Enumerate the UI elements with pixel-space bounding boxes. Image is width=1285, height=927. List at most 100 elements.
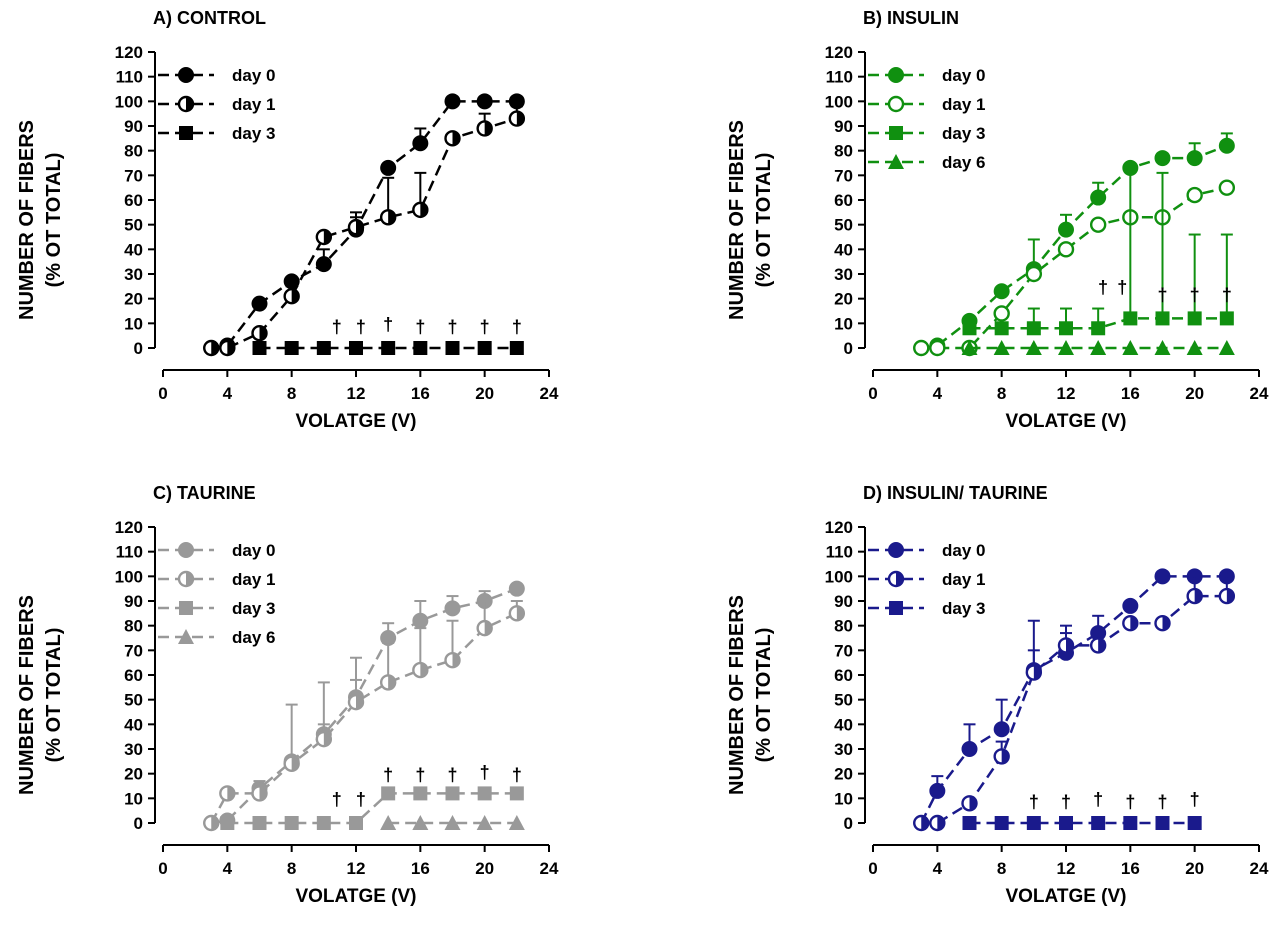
data-point	[413, 341, 428, 355]
x-tick-label: 24	[1250, 384, 1269, 403]
y-axis-title-units: (% OT TOTAL)	[43, 628, 65, 763]
panel-D: D) INSULIN/ TAURINE010203040506070809010…	[726, 483, 1269, 907]
data-point-fill	[388, 675, 396, 690]
y-tick-label: 40	[124, 715, 143, 734]
data-point-fill	[452, 653, 460, 668]
y-tick-label: 80	[124, 617, 143, 636]
legend-marker	[888, 67, 904, 83]
y-tick-label: 0	[844, 814, 853, 833]
data-point	[1186, 340, 1203, 355]
data-point-fill	[484, 621, 492, 636]
data-point	[993, 721, 1010, 738]
x-tick-label: 4	[933, 384, 943, 403]
series-3	[380, 815, 525, 830]
x-tick-label: 0	[158, 859, 167, 878]
y-tick-label: 30	[834, 265, 853, 284]
data-point	[476, 619, 493, 637]
data-point	[444, 600, 461, 617]
dagger-annotation: †	[1029, 792, 1039, 812]
y-tick-label: 40	[834, 240, 853, 259]
data-point	[445, 786, 460, 801]
x-tick-label: 16	[1121, 859, 1140, 878]
series-line	[921, 186, 1228, 350]
y-tick-label: 100	[825, 567, 853, 586]
y-tick-label: 20	[834, 765, 853, 784]
data-point	[412, 815, 429, 830]
data-point	[444, 130, 461, 147]
data-point	[994, 816, 1009, 830]
data-point	[1025, 265, 1043, 283]
data-point	[444, 93, 461, 110]
legend-marker	[177, 95, 195, 113]
y-tick-label: 10	[124, 314, 143, 333]
dagger-annotation: †	[1190, 285, 1200, 305]
legend-marker	[888, 154, 904, 169]
dagger-annotation: †	[415, 317, 425, 337]
data-point-fill	[1130, 616, 1138, 631]
legend-label: day 3	[942, 124, 985, 143]
data-point	[476, 120, 493, 137]
data-point	[508, 815, 525, 830]
x-tick-label: 4	[223, 384, 233, 403]
data-point	[1090, 340, 1107, 355]
legend: day 0 day 1 day 3 day 6	[158, 541, 275, 647]
data-point	[1091, 816, 1106, 830]
data-point	[412, 661, 429, 679]
data-point	[961, 340, 978, 355]
dagger-annotation: †	[1190, 790, 1200, 810]
dagger-annotation: †	[1222, 285, 1232, 305]
y-tick-label: 120	[825, 518, 853, 537]
x-axis-title: VOLATGE (V)	[295, 886, 416, 907]
data-point	[929, 782, 946, 799]
x-tick-label: 0	[158, 384, 167, 403]
y-tick-label: 10	[124, 789, 143, 808]
series-1	[203, 105, 526, 357]
data-point	[316, 816, 331, 830]
data-point	[381, 341, 396, 355]
data-point	[1089, 637, 1107, 654]
series-line	[210, 612, 518, 824]
data-point	[284, 816, 299, 830]
data-point-fill	[227, 341, 235, 355]
data-point	[283, 755, 300, 772]
data-point-fill	[323, 732, 331, 747]
panel-B: B) INSULIN 0 10 20 30 40 50 60 70 80 90 100 110 120 0 4…	[726, 8, 1269, 432]
y-tick-label: 40	[834, 715, 853, 734]
data-point	[1154, 340, 1171, 355]
x-tick-label: 8	[287, 384, 296, 403]
data-point	[993, 283, 1010, 300]
data-point	[316, 341, 331, 355]
data-point	[412, 135, 429, 152]
y-axis-title-units: (% OT TOTAL)	[753, 153, 775, 288]
data-point	[929, 339, 946, 357]
y-tick-label: 10	[834, 314, 853, 333]
y-axis-title-units: (% OT TOTAL)	[753, 628, 775, 763]
dagger-annotation: †	[356, 317, 366, 337]
data-point	[1059, 816, 1073, 830]
legend-marker	[177, 570, 195, 588]
data-point	[347, 693, 365, 711]
data-point	[1219, 311, 1234, 326]
data-point	[476, 815, 493, 830]
y-tick-label: 70	[124, 641, 143, 660]
legend-label: day 1	[942, 570, 985, 589]
data-point	[508, 580, 525, 597]
data-point	[929, 814, 946, 832]
data-point	[1218, 587, 1236, 605]
data-point-fill	[1162, 616, 1170, 631]
data-point	[219, 339, 236, 357]
dagger-annotation: †	[447, 765, 457, 785]
data-point	[509, 341, 524, 355]
data-point	[251, 325, 268, 342]
data-point-fill	[937, 816, 945, 830]
data-point-fill	[484, 121, 492, 136]
legend-marker	[178, 67, 194, 83]
data-point	[1026, 816, 1041, 830]
legend-label: day 0	[232, 66, 275, 85]
data-point	[1122, 597, 1139, 614]
data-point	[1090, 189, 1107, 206]
x-tick-label: 20	[1185, 859, 1204, 878]
dagger-annotation: †	[447, 317, 457, 337]
y-tick-label: 90	[834, 592, 853, 611]
data-point-fill	[516, 606, 524, 621]
